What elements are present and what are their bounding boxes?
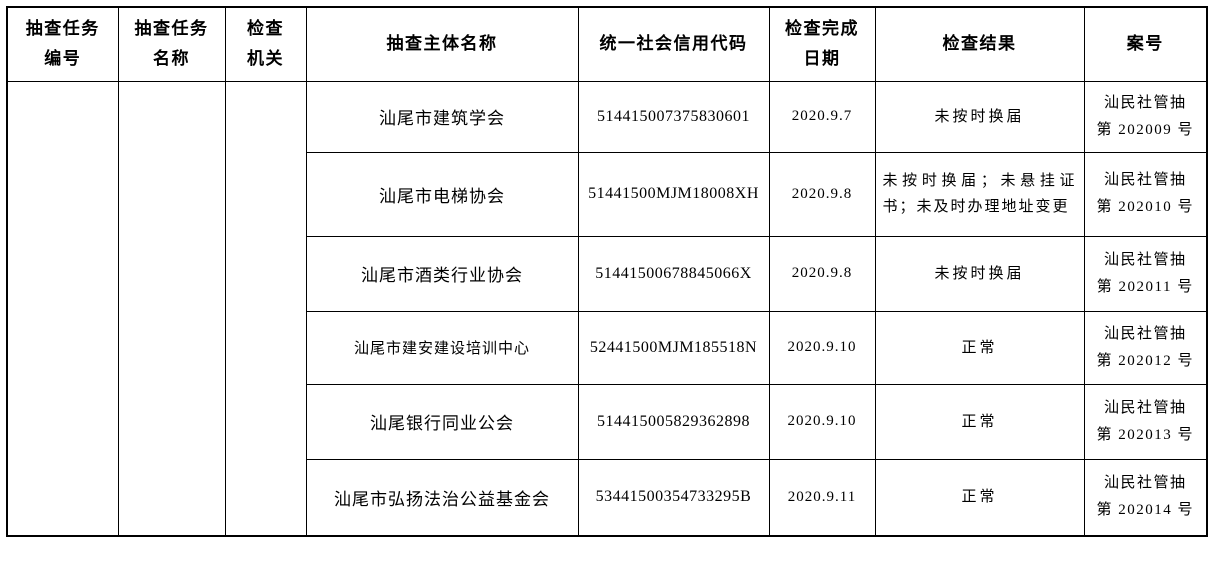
column-header-inspect-organ: 检查 机关 — [224, 6, 307, 82]
header-line: 抽查任务 — [25, 19, 100, 39]
cell-completion-date: 2020.9.7 — [768, 80, 876, 153]
case-line: 第 202012 号 — [1096, 352, 1194, 369]
header-line: 检查 — [247, 19, 284, 39]
cell-credit-code: 52441500MJM185518N — [577, 310, 770, 385]
header-line: 编号 — [44, 49, 82, 69]
cell-completion-date: 2020.9.8 — [768, 151, 876, 237]
column-header-case-number: 案号 — [1083, 6, 1208, 82]
header-line: 统一社会信用代码 — [599, 34, 748, 54]
case-line: 汕民社管抽 — [1103, 94, 1187, 111]
cell-case-number: 汕民社管抽 第 202009 号 — [1083, 80, 1208, 153]
cell-entity-name: 汕尾市电梯协会 — [305, 151, 579, 237]
cell-completion-date: 2020.9.10 — [768, 310, 876, 385]
header-line: 抽查任务 — [134, 19, 209, 39]
table-row: 汕尾市酒类行业协会 51441500678845066X 2020.9.8 未按… — [7, 235, 1208, 312]
cell-entity-name: 汕尾市酒类行业协会 — [305, 235, 579, 312]
table-row: 汕尾市电梯协会 51441500MJM18008XH 2020.9.8 未按时换… — [7, 151, 1208, 237]
cell-task-number-empty — [6, 80, 119, 537]
table-body: 汕尾市建筑学会 514415007375830601 2020.9.7 未按时换… — [6, 80, 1208, 537]
cell-credit-code: 514415005829362898 — [577, 383, 770, 460]
cell-result: 正常 — [874, 458, 1085, 537]
header-line: 机关 — [247, 49, 284, 69]
table-row: 汕尾市建筑学会 514415007375830601 2020.9.7 未按时换… — [6, 80, 1208, 537]
header-line: 检查完成 — [785, 19, 859, 39]
cell-task-name-empty — [117, 80, 226, 537]
column-header-task-name: 抽查任务 名称 — [117, 6, 226, 82]
cell-case-number: 汕民社管抽 第 202011 号 — [1083, 235, 1208, 312]
cell-case-number: 汕民社管抽 第 202013 号 — [1083, 383, 1208, 460]
cell-completion-date: 2020.9.11 — [768, 458, 876, 537]
case-line: 第 202011 号 — [1096, 278, 1194, 295]
cell-credit-code: 514415007375830601 — [577, 80, 770, 153]
table-row: 汕尾市建安建设培训中心 52441500MJM185518N 2020.9.10… — [7, 310, 1208, 385]
inspection-results-table: 抽查任务 编号 抽查任务 名称 检查 机关 抽查主体名称 统一社会信用代码 检查… — [6, 6, 1208, 537]
case-line: 汕民社管抽 — [1103, 475, 1187, 492]
cell-credit-code: 51441500MJM18008XH — [577, 151, 770, 237]
cell-entity-name: 汕尾市建安建设培训中心 — [305, 310, 579, 385]
table-row: 汕尾银行同业公会 514415005829362898 2020.9.10 正常… — [7, 383, 1208, 460]
cell-completion-date: 2020.9.8 — [768, 235, 876, 312]
column-header-credit-code: 统一社会信用代码 — [577, 6, 770, 82]
column-header-result: 检查结果 — [874, 6, 1085, 82]
case-line: 汕民社管抽 — [1103, 172, 1187, 188]
cell-case-number: 汕民社管抽 第 202010 号 — [1083, 151, 1208, 237]
cell-case-number: 汕民社管抽 第 202012 号 — [1083, 310, 1208, 385]
column-header-subject-name: 抽查主体名称 — [305, 6, 579, 82]
cell-result: 未按时换届 — [874, 80, 1085, 153]
cell-entity-name: 汕尾市弘扬法治公益基金会 — [305, 458, 579, 537]
cell-credit-code: 51441500678845066X — [577, 235, 770, 312]
header-line: 名称 — [153, 49, 190, 69]
case-line: 汕民社管抽 — [1103, 325, 1187, 342]
cell-result: 正常 — [874, 310, 1085, 385]
case-line: 第 202009 号 — [1096, 121, 1194, 138]
cell-credit-code: 53441500354733295B — [577, 458, 770, 537]
case-line: 第 202010 号 — [1096, 199, 1194, 215]
column-header-finish-date: 检查完成 日期 — [768, 6, 876, 82]
cell-entity-name: 汕尾银行同业公会 — [305, 383, 579, 460]
table-row: 汕尾市弘扬法治公益基金会 53441500354733295B 2020.9.1… — [7, 458, 1208, 537]
header-row: 抽查任务 编号 抽查任务 名称 检查 机关 抽查主体名称 统一社会信用代码 检查… — [6, 6, 1208, 82]
cell-case-number: 汕民社管抽 第 202014 号 — [1083, 458, 1208, 537]
case-line: 第 202013 号 — [1096, 426, 1194, 443]
cell-inspect-organ-empty — [224, 80, 307, 537]
cell-completion-date: 2020.9.10 — [768, 383, 876, 460]
header-line: 抽查主体名称 — [386, 34, 498, 54]
cell-entity-name: 汕尾市建筑学会 — [305, 80, 579, 153]
header-line: 检查结果 — [942, 34, 1017, 54]
column-header-task-number: 抽查任务 编号 — [6, 6, 119, 82]
case-line: 汕民社管抽 — [1103, 399, 1187, 416]
cell-result: 正常 — [874, 383, 1085, 460]
cell-result: 未按时换届；未悬挂证书；未及时办理地址变更 — [874, 151, 1085, 237]
case-line: 第 202014 号 — [1096, 502, 1194, 519]
case-line: 汕民社管抽 — [1103, 251, 1187, 268]
cell-result: 未按时换届 — [874, 235, 1085, 312]
header-line: 日期 — [803, 49, 841, 69]
header-line: 案号 — [1126, 34, 1164, 54]
table-header: 抽查任务 编号 抽查任务 名称 检查 机关 抽查主体名称 统一社会信用代码 检查… — [6, 6, 1208, 82]
